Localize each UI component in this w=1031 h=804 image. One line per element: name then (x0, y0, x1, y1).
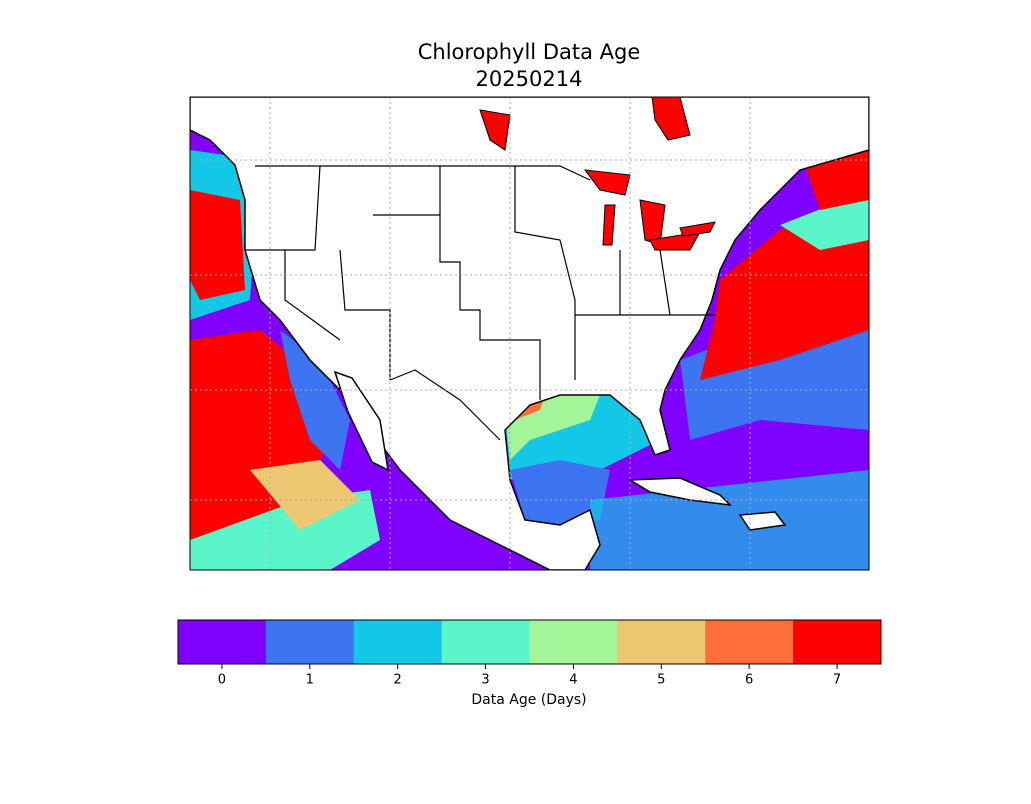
colorbar-segment (353, 620, 443, 664)
colorbar-segment (441, 620, 530, 664)
map (190, 97, 869, 570)
colorbar-tick-label: 4 (569, 673, 577, 688)
colorbar-tick-label: 6 (745, 673, 753, 688)
colorbar-frame (177, 619, 882, 665)
colorbar-tick-label: 3 (481, 673, 489, 688)
cuba (627, 477, 733, 507)
lake (651, 97, 691, 141)
colorbar-tick-label: 2 (394, 673, 402, 688)
colorbar-segment (265, 620, 355, 664)
ocean-patch (190, 190, 245, 300)
colorbar-segment (793, 620, 882, 664)
colorbar-label: Data Age (Days) (471, 692, 586, 708)
baja (333, 370, 389, 472)
colorbar-segment (617, 620, 706, 664)
colorbar-tick-label: 0 (218, 673, 226, 688)
ocean-patch (510, 460, 610, 525)
colorbar-segment (178, 620, 267, 664)
lake (583, 169, 631, 196)
ocean-patch (250, 460, 360, 530)
land (190, 97, 869, 570)
colorbar-tick-label: 7 (833, 673, 841, 688)
map-title: Chlorophyll Data Age (418, 40, 641, 64)
ocean-patch (780, 190, 869, 250)
hispaniola (738, 511, 787, 531)
lake (479, 109, 511, 151)
colorbar-segment (705, 620, 794, 664)
lake (602, 204, 616, 246)
ocean-patch (280, 330, 350, 470)
map-subtitle: 20250214 (476, 67, 583, 91)
borders (245, 165, 715, 441)
colorbar-tick-label: 5 (657, 673, 665, 688)
colorbar-tick-label: 1 (306, 673, 314, 688)
map-frame (189, 96, 870, 571)
colorbar-segment (529, 620, 618, 664)
ocean-patch (590, 470, 869, 570)
graticule (190, 97, 869, 570)
colorbar: 0 1 2 3 4 5 6 7 (177, 619, 882, 688)
lake (679, 221, 716, 237)
